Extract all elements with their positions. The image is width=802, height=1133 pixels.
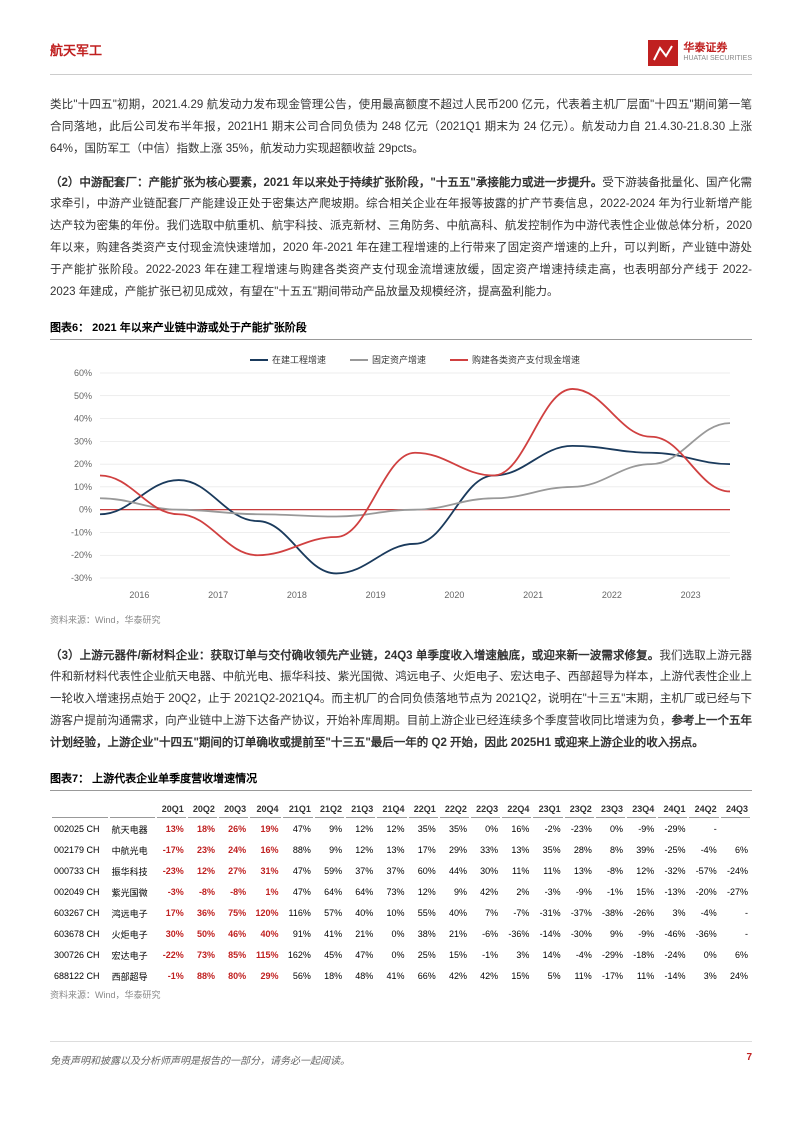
logo-text-cn: 华泰证券 bbox=[683, 42, 752, 55]
svg-text:2018: 2018 bbox=[287, 590, 307, 600]
svg-text:2020: 2020 bbox=[444, 590, 464, 600]
svg-text:60%: 60% bbox=[74, 368, 92, 378]
chart6-source: 资料来源：Wind，华泰研究 bbox=[50, 613, 752, 626]
logo-icon bbox=[648, 40, 678, 66]
logo-text-en: HUATAI SECURITIES bbox=[683, 55, 752, 63]
page-footer: 免责声明和披露以及分析师声明是报告的一部分，请务必一起阅读。 7 bbox=[50, 1041, 752, 1067]
svg-text:-10%: -10% bbox=[71, 527, 92, 537]
svg-text:在建工程增速: 在建工程增速 bbox=[272, 354, 326, 365]
chart6-title: 图表6： 2021 年以来产业链中游或处于产能扩张阶段 bbox=[50, 319, 752, 340]
chart6: 在建工程增速 固定资产增速 购建各类资产支付现金增速 -30% -20% -10% 0% 10… bbox=[50, 348, 752, 608]
svg-text:50%: 50% bbox=[74, 390, 92, 400]
svg-text:30%: 30% bbox=[74, 436, 92, 446]
svg-text:2021: 2021 bbox=[523, 590, 543, 600]
svg-text:2023: 2023 bbox=[681, 590, 701, 600]
svg-text:2017: 2017 bbox=[208, 590, 228, 600]
paragraph-3: （3）上游元器件/新材料企业：获取订单与交付确收领先产业链，24Q3 单季度收入… bbox=[50, 646, 752, 755]
svg-text:固定资产增速: 固定资产增速 bbox=[372, 354, 426, 365]
paragraph-1: 类比"十四五"初期，2021.4.29 航发动力发布现金管理公告，使用最高额度不… bbox=[50, 95, 752, 161]
svg-text:-30%: -30% bbox=[71, 573, 92, 583]
svg-text:40%: 40% bbox=[74, 413, 92, 423]
svg-text:-20%: -20% bbox=[71, 550, 92, 560]
table7-source: 资料来源：Wind，华泰研究 bbox=[50, 988, 752, 1001]
svg-text:10%: 10% bbox=[74, 481, 92, 491]
company-logo: 华泰证券 HUATAI SECURITIES bbox=[648, 40, 752, 66]
paragraph-2: （2）中游配套厂：产能扩张为核心要素，2021 年以来处于持续扩张阶段，"十五五… bbox=[50, 173, 752, 304]
svg-text:2019: 2019 bbox=[366, 590, 386, 600]
svg-text:2016: 2016 bbox=[129, 590, 149, 600]
svg-text:购建各类资产支付现金增速: 购建各类资产支付现金增速 bbox=[472, 354, 580, 365]
table7-title: 图表7： 上游代表企业单季度营收增速情况 bbox=[50, 770, 752, 791]
svg-text:2022: 2022 bbox=[602, 590, 622, 600]
disclaimer: 免责声明和披露以及分析师声明是报告的一部分，请务必一起阅读。 bbox=[50, 1052, 350, 1067]
page-number: 7 bbox=[746, 1052, 752, 1067]
page-header: 航天军工 华泰证券 HUATAI SECURITIES bbox=[50, 40, 752, 75]
section-title: 航天军工 bbox=[50, 40, 102, 59]
svg-text:0%: 0% bbox=[79, 504, 92, 514]
svg-text:20%: 20% bbox=[74, 459, 92, 469]
table7: 20Q120Q220Q320Q421Q121Q221Q321Q422Q122Q2… bbox=[50, 799, 752, 988]
